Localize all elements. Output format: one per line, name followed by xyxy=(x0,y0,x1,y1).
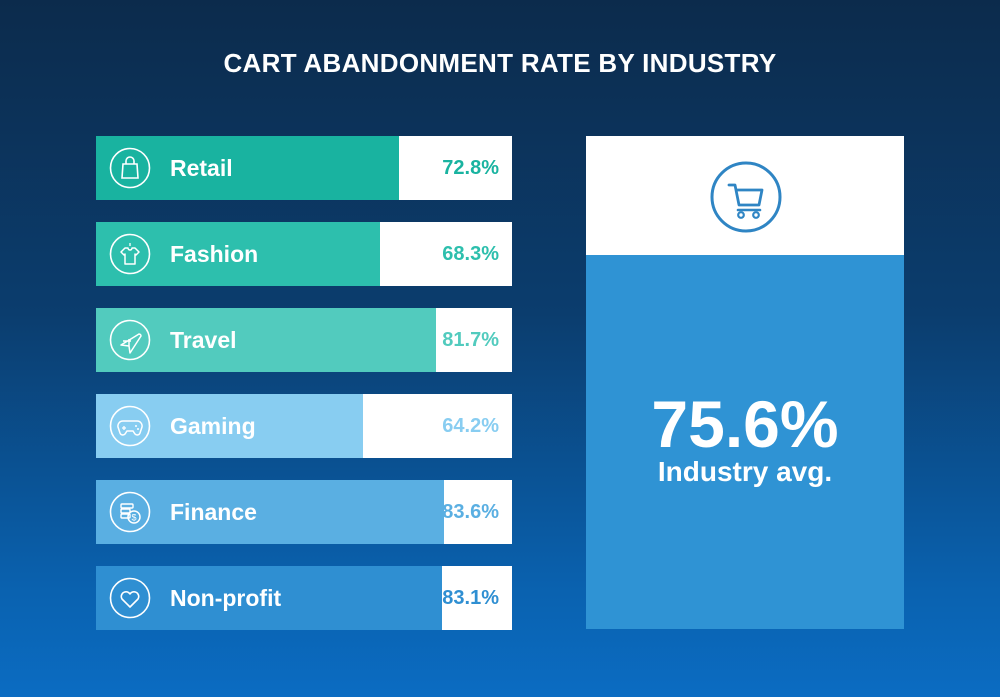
industry-average-panel: 75.6% Industry avg. xyxy=(586,136,904,629)
bar-label-gaming: Gaming xyxy=(170,413,256,439)
bar-row-finance: $ Finance 83.6% xyxy=(96,480,512,544)
bar-row-retail: Retail 72.8% xyxy=(96,136,512,200)
average-label: Industry avg. xyxy=(657,456,833,487)
bar-retail xyxy=(96,136,399,200)
bar-value-non-profit: 83.1% xyxy=(442,587,499,609)
heart-icon xyxy=(109,577,151,619)
bar-value-fashion: 68.3% xyxy=(442,243,499,265)
bar-label-travel: Travel xyxy=(170,327,237,353)
shopping-bag-icon xyxy=(109,147,151,189)
bar-value-finance: 83.6% xyxy=(442,501,499,523)
bar-fashion xyxy=(96,222,381,286)
bar-row-travel: Travel 81.7% xyxy=(96,308,512,372)
average-value: 75.6% xyxy=(651,387,839,461)
bar-label-retail: Retail xyxy=(170,155,233,181)
bar-row-fashion: Fashion 68.3% xyxy=(96,222,512,286)
bar-gaming xyxy=(96,394,364,458)
bar-travel xyxy=(96,308,436,372)
bar-label-non-profit: Non-profit xyxy=(170,585,282,611)
airplane-icon xyxy=(109,319,151,361)
coins-icon: $ xyxy=(109,491,151,533)
bar-label-fashion: Fashion xyxy=(170,241,259,267)
bar-value-gaming: 64.2% xyxy=(442,415,499,437)
bar-row-non-profit: Non-profit 83.1% xyxy=(96,566,512,630)
svg-text:$: $ xyxy=(131,513,136,523)
bar-value-travel: 81.7% xyxy=(442,329,499,351)
average-panel-header xyxy=(586,136,904,255)
bar-non-profit xyxy=(96,566,442,630)
shopping-cart-icon xyxy=(710,161,782,233)
chart-title: CART ABANDONMENT RATE BY INDUSTRY xyxy=(223,48,777,78)
bar-label-finance: Finance xyxy=(170,499,257,525)
bar-value-retail: 72.8% xyxy=(442,157,499,179)
gamepad-icon xyxy=(109,405,151,447)
bar-finance xyxy=(96,480,444,544)
shirt-icon xyxy=(109,233,151,275)
bar-row-gaming: Gaming 64.2% xyxy=(96,394,512,458)
